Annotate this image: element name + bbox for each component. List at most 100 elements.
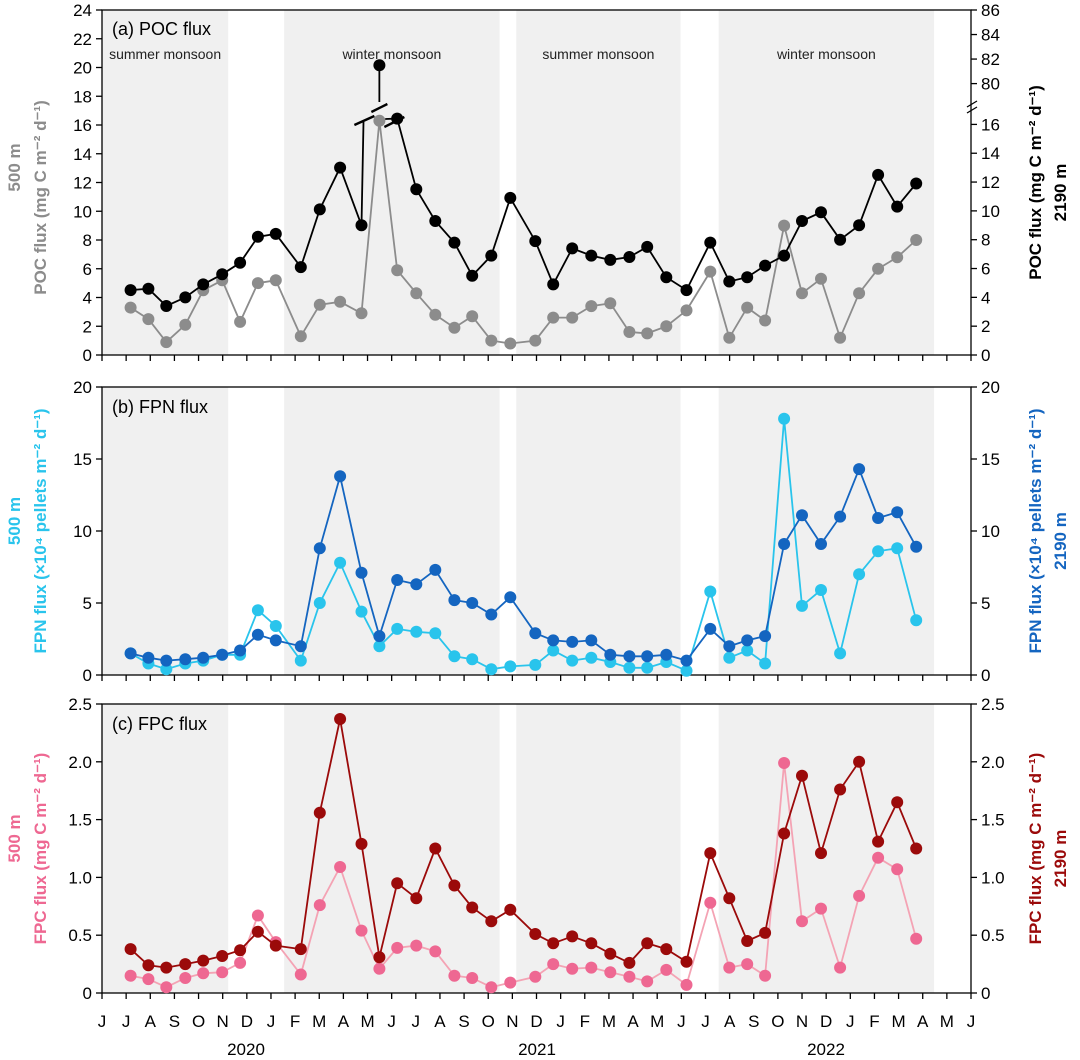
axis-break-mark	[966, 106, 978, 114]
ytick-label-left: 20	[73, 59, 92, 78]
xtick-label: F	[869, 1012, 879, 1031]
point-a-500m-15	[410, 287, 423, 300]
point-c-2190m-2	[160, 961, 173, 974]
point-b-500m-13	[373, 640, 386, 653]
year-label-2021: 2021	[518, 1040, 556, 1059]
point-c-2190m-41	[910, 842, 923, 855]
point-b-500m-34	[778, 412, 791, 425]
season-label-3: winter monsoon	[776, 46, 876, 62]
point-c-500m-16	[429, 945, 442, 958]
season-shade-0	[102, 704, 229, 993]
xtick-label: N	[796, 1012, 808, 1031]
point-c-500m-37	[834, 961, 847, 974]
point-a-500m-23	[566, 311, 579, 324]
season-shade-2	[516, 704, 681, 993]
point-b-2190m-37	[834, 510, 847, 523]
point-b-2190m-23	[566, 635, 579, 648]
point-c-2190m-26	[623, 956, 636, 969]
point-c-2190m-36	[815, 847, 827, 860]
point-b-2190m-33	[759, 630, 772, 643]
point-b-500m-29	[680, 664, 693, 677]
point-b-2190m-8	[269, 634, 282, 647]
point-a-2190m-40	[891, 200, 904, 213]
point-c-500m-32	[741, 958, 754, 971]
xtick-label: A	[627, 1012, 639, 1031]
xtick-label: S	[169, 1012, 180, 1031]
xtick-label: J	[677, 1012, 686, 1031]
point-b-2190m-27	[641, 650, 654, 663]
point-a-2190m-12	[355, 219, 368, 232]
point-c-2190m-17	[448, 879, 461, 892]
point-a-500m-36	[815, 272, 827, 285]
panel-a-poc-flux: summer monsoon winter monsoon summer monso…	[5, 1, 1070, 365]
point-b-2190m-11	[334, 470, 347, 483]
ylabel-left-depth-a: 500 m	[5, 143, 24, 191]
point-c-500m-7	[251, 909, 264, 922]
point-a-500m-18	[466, 310, 479, 323]
point-a-2190m-26	[623, 251, 636, 263]
point-b-2190m-39	[872, 512, 885, 524]
panel-title-c: (c) FPC flux	[112, 714, 207, 734]
point-b-500m-21	[529, 658, 542, 671]
point-c-2190m-29	[680, 955, 693, 968]
xtick-label: M	[940, 1012, 954, 1031]
point-a-2190m-28	[660, 271, 673, 284]
ytick-label-left: 2	[83, 317, 92, 336]
point-a-500m-30	[704, 265, 717, 278]
point-c-2190m-3	[179, 958, 192, 971]
point-c-2190m-6	[234, 944, 247, 957]
point-b-2190m-0	[124, 647, 137, 660]
point-a-2190m-31	[723, 275, 736, 288]
panel-title-a: (a) POC flux	[112, 19, 211, 39]
season-shade-1	[284, 10, 500, 355]
point-a-500m-13	[373, 114, 386, 127]
point-b-500m-27	[641, 661, 654, 674]
point-b-2190m-19	[485, 608, 498, 621]
point-c-2190m-24	[585, 937, 598, 950]
point-a-500m-31	[723, 331, 736, 344]
xtick-label: O	[192, 1012, 205, 1031]
point-a-500m-24	[585, 300, 598, 313]
point-c-2190m-15	[410, 892, 423, 905]
point-a-2190m-35	[796, 215, 808, 227]
point-a-500m-7	[251, 277, 264, 290]
point-c-2190m-31	[723, 892, 736, 905]
point-c-2190m-21	[529, 928, 542, 940]
ytick-label-left: 1.0	[68, 868, 92, 887]
point-b-500m-19	[485, 663, 498, 676]
ylabel-right-b: FPN flux (×10⁴ pellets m⁻² d⁻¹)	[1026, 408, 1045, 653]
season-shade-3	[718, 704, 935, 993]
point-a-2190m-29	[680, 284, 693, 297]
point-a-500m-14	[391, 264, 404, 277]
point-a-2190m-14	[391, 112, 404, 125]
point-c-500m-17	[448, 969, 461, 982]
point-b-2190m-4	[197, 651, 210, 664]
point-a-500m-19	[485, 334, 498, 347]
point-c-500m-1	[142, 973, 155, 986]
ytick-label-right: 5	[981, 594, 990, 613]
point-b-500m-35	[796, 599, 808, 612]
point-c-500m-11	[334, 861, 347, 873]
xtick-label: S	[748, 1012, 759, 1031]
point-c-500m-20	[504, 976, 517, 989]
point-a-2190m-10	[313, 203, 326, 216]
point-a-2190m-37	[834, 233, 847, 246]
ytick-label-left: 12	[73, 174, 92, 193]
point-a-500m-33	[759, 314, 772, 327]
point-b-500m-10	[313, 597, 326, 609]
point-c-500m-9	[294, 968, 307, 981]
point-b-500m-26	[623, 661, 636, 674]
point-c-2190m-27	[641, 937, 654, 950]
point-c-500m-23	[566, 962, 579, 975]
point-a-2190m-9	[294, 261, 307, 274]
ylabel-left-c: FPC flux (mg C m⁻² d⁻¹)	[31, 753, 50, 945]
xtick-label: J	[556, 1012, 565, 1031]
xtick-label: M	[650, 1012, 664, 1031]
ytick-label-left: 0.5	[68, 926, 92, 945]
ytick-label-left: 5	[83, 594, 92, 613]
season-label-1: winter monsoon	[341, 46, 441, 62]
series-line-a-500m	[130, 120, 917, 345]
point-a-2190m-23	[566, 242, 579, 255]
point-c-2190m-8	[269, 939, 282, 952]
point-c-500m-41	[910, 932, 923, 945]
